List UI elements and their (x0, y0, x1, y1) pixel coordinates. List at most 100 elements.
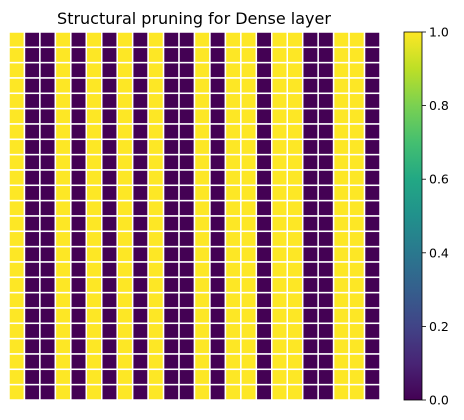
heatmap-cell (85, 215, 103, 233)
heatmap-cell (348, 77, 366, 95)
heatmap-cell (255, 215, 273, 233)
heatmap-cell (348, 92, 366, 110)
heatmap-cell (39, 368, 57, 386)
heatmap-cell (70, 261, 88, 279)
heatmap-cell (301, 353, 319, 371)
heatmap-cell (178, 368, 196, 386)
heatmap-cell (224, 291, 242, 309)
heatmap-cell (348, 276, 366, 294)
heatmap-cell (8, 337, 26, 355)
heatmap-cell (131, 199, 149, 217)
heatmap-cell (116, 383, 134, 401)
heatmap-cell (101, 337, 118, 355)
heatmap-cell (8, 153, 26, 171)
heatmap-cell (147, 169, 165, 187)
heatmap-cell (39, 215, 57, 233)
heatmap-cell (147, 261, 165, 279)
heatmap-cell (178, 322, 196, 340)
heatmap-cell (240, 184, 258, 202)
heatmap-cell (101, 322, 118, 340)
heatmap-cell (224, 138, 242, 156)
heatmap-cell (70, 291, 88, 309)
heatmap-cell (224, 245, 242, 263)
heatmap-cell (363, 383, 381, 401)
heatmap-cell (317, 138, 335, 156)
heatmap-cell (8, 123, 26, 141)
heatmap-cell (255, 92, 273, 110)
heatmap-cell (116, 184, 134, 202)
heatmap-cell (348, 61, 366, 79)
heatmap-cell (116, 261, 134, 279)
heatmap-cell (332, 199, 350, 217)
heatmap-cell (39, 169, 57, 187)
heatmap-cell (348, 383, 366, 401)
heatmap-cell (23, 368, 41, 386)
heatmap-cell (70, 383, 88, 401)
heatmap-cell (193, 307, 211, 325)
heatmap-cell (224, 107, 242, 125)
heatmap-cell (8, 276, 26, 294)
heatmap-cell (23, 138, 41, 156)
heatmap-cell (162, 337, 180, 355)
heatmap-cell (193, 245, 211, 263)
heatmap-cell (116, 169, 134, 187)
heatmap-cell (255, 368, 273, 386)
heatmap-cell (70, 353, 88, 371)
heatmap-cell (39, 92, 57, 110)
heatmap-cell (209, 107, 227, 125)
heatmap-cell (363, 230, 381, 248)
heatmap-cell (101, 46, 118, 64)
heatmap-cell (271, 184, 289, 202)
heatmap-cell (54, 92, 72, 110)
heatmap-cell (240, 123, 258, 141)
heatmap-cell (224, 337, 242, 355)
heatmap-cell (317, 77, 335, 95)
heatmap-cell (317, 245, 335, 263)
heatmap-cell (162, 169, 180, 187)
heatmap-cell (162, 291, 180, 309)
heatmap-cell (301, 77, 319, 95)
heatmap-cell (286, 245, 304, 263)
heatmap-cell (240, 276, 258, 294)
heatmap-cell (23, 153, 41, 171)
heatmap-cell (116, 291, 134, 309)
heatmap-cell (193, 383, 211, 401)
heatmap-cell (348, 184, 366, 202)
heatmap-cell (193, 337, 211, 355)
heatmap-cell (348, 153, 366, 171)
heatmap-cell (209, 92, 227, 110)
heatmap-cell (301, 123, 319, 141)
heatmap-cell (271, 307, 289, 325)
heatmap-cell (317, 61, 335, 79)
heatmap-cell (85, 245, 103, 263)
heatmap-grid (8, 31, 381, 401)
heatmap-cell (363, 169, 381, 187)
heatmap-cell (147, 337, 165, 355)
heatmap-cell (193, 107, 211, 125)
heatmap-cell (178, 31, 196, 49)
heatmap-cell (131, 169, 149, 187)
heatmap-cell (332, 107, 350, 125)
heatmap-cell (101, 245, 118, 263)
heatmap-cell (224, 383, 242, 401)
heatmap-cell (301, 107, 319, 125)
heatmap-cell (116, 107, 134, 125)
heatmap-cell (70, 46, 88, 64)
heatmap-cell (70, 307, 88, 325)
heatmap-cell (363, 92, 381, 110)
heatmap-cell (85, 261, 103, 279)
heatmap-cell (286, 138, 304, 156)
heatmap-cell (101, 169, 118, 187)
heatmap-cell (209, 307, 227, 325)
heatmap-cell (209, 368, 227, 386)
heatmap-cell (317, 383, 335, 401)
heatmap-cell (101, 368, 118, 386)
heatmap-cell (8, 184, 26, 202)
heatmap-cell (255, 184, 273, 202)
heatmap-cell (162, 46, 180, 64)
heatmap-cell (363, 31, 381, 49)
heatmap-cell (101, 92, 118, 110)
heatmap-cell (240, 322, 258, 340)
heatmap-cell (8, 31, 26, 49)
heatmap-cell (39, 123, 57, 141)
